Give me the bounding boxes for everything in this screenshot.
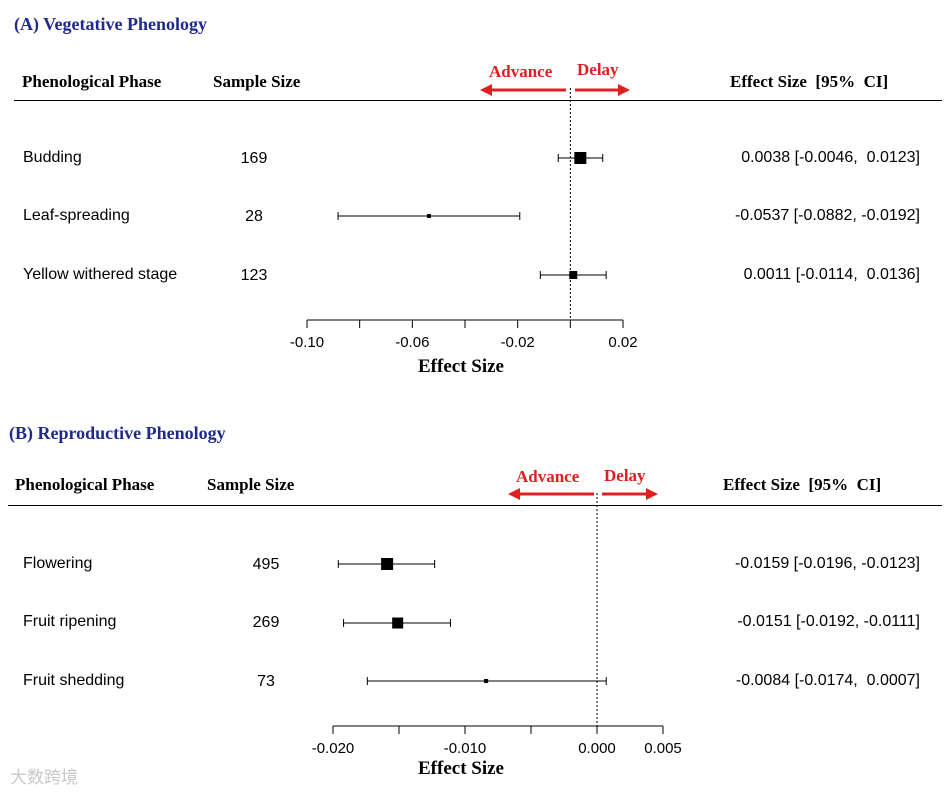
- panel-a-advance-arrow-head: [480, 84, 492, 96]
- panel-a-row-1-estimate-marker: [426, 214, 431, 218]
- panel-b-x-axis-label: Effect Size: [418, 758, 504, 779]
- panel-b-row-0-estimate-marker: [381, 558, 394, 570]
- panel-a-delay-arrow-head: [618, 84, 630, 96]
- panel-a-row-0-estimate-marker: [574, 152, 587, 164]
- panel-b-sample-size-header: Sample Size: [207, 475, 295, 494]
- panel-b-title: (B) Reproductive Phenology: [9, 423, 226, 443]
- panel-b-row-0-ci: -0.0159 [-0.0196, -0.0123]: [734, 555, 920, 572]
- panel-b-delay-arrow-head: [646, 488, 658, 500]
- panel-b-tick-label-1: -0.010: [444, 740, 487, 757]
- panel-a-delay-label: Delay: [577, 60, 619, 79]
- panel-a-row-0-phase: Budding: [23, 149, 82, 166]
- panel-a-row-0-sample-size: 169: [240, 150, 268, 167]
- panel-b-row-2-ci: -0.0084 [-0.0174, 0.0007]: [735, 672, 920, 689]
- panel-b-row-1-ci: -0.0151 [-0.0192, -0.0111]: [737, 613, 920, 630]
- panel-b-tick-label-0: -0.020: [312, 740, 355, 757]
- panel-a-advance-label: Advance: [489, 62, 553, 81]
- panel-a-tick-label-0: -0.10: [290, 334, 324, 351]
- panel-a-row-1-ci: -0.0537 [-0.0882, -0.0192]: [734, 207, 920, 224]
- panel-a-row-2-sample-size: 123: [240, 267, 268, 284]
- panel-a-row-0-ci: 0.0038 [-0.0046, 0.0123]: [741, 149, 920, 166]
- panel-a-tick-label-2: -0.02: [501, 334, 535, 351]
- panel-a-row-2-estimate-marker: [569, 271, 578, 279]
- panel-a-header-rule: [14, 100, 942, 101]
- panel-a-tick-label-3: 0.02: [608, 334, 637, 351]
- panel-b-advance-arrow-head: [508, 488, 520, 500]
- panel-b-row-1-sample-size: 269: [252, 614, 280, 631]
- panel-a-row-1-phase: Leaf-spreading: [23, 207, 130, 224]
- panel-b-header-rule: [8, 505, 942, 506]
- watermark: 大数跨境: [10, 768, 78, 787]
- panel-b-row-2-estimate-marker: [484, 679, 489, 683]
- panel-a-effect-size-header: Effect Size [95% CI]: [730, 72, 889, 91]
- panel-a-row-2-ci: 0.0011 [-0.0114, 0.0136]: [743, 266, 920, 283]
- panel-a-tick-label-1: -0.06: [395, 334, 429, 351]
- panel-a-phase-header: Phenological Phase: [22, 72, 162, 91]
- panel-b-row-0-sample-size: 495: [252, 556, 280, 573]
- panel-b-delay-label: Delay: [604, 466, 646, 485]
- panel-b-advance-label: Advance: [516, 467, 580, 486]
- panel-a-x-axis-label: Effect Size: [418, 356, 504, 377]
- panel-b-phase-header: Phenological Phase: [15, 475, 155, 494]
- panel-a-title: (A) Vegetative Phenology: [14, 14, 207, 34]
- panel-a-row-1-sample-size: 28: [245, 208, 263, 225]
- panel-b-tick-label-2: 0.000: [578, 740, 616, 757]
- panel-a-row-2-phase: Yellow withered stage: [23, 266, 178, 283]
- panel-b-row-2-phase: Fruit shedding: [23, 672, 125, 689]
- panel-a-sample-size-header: Sample Size: [213, 72, 301, 91]
- panel-b-row-0-phase: Flowering: [23, 555, 93, 572]
- panel-b-effect-size-header: Effect Size [95% CI]: [723, 475, 882, 494]
- panel-b-tick-label-3: 0.005: [644, 740, 682, 757]
- panel-b-row-1-phase: Fruit ripening: [23, 613, 117, 630]
- panel-b-row-2-sample-size: 73: [257, 673, 275, 690]
- panel-b-row-1-estimate-marker: [392, 617, 404, 629]
